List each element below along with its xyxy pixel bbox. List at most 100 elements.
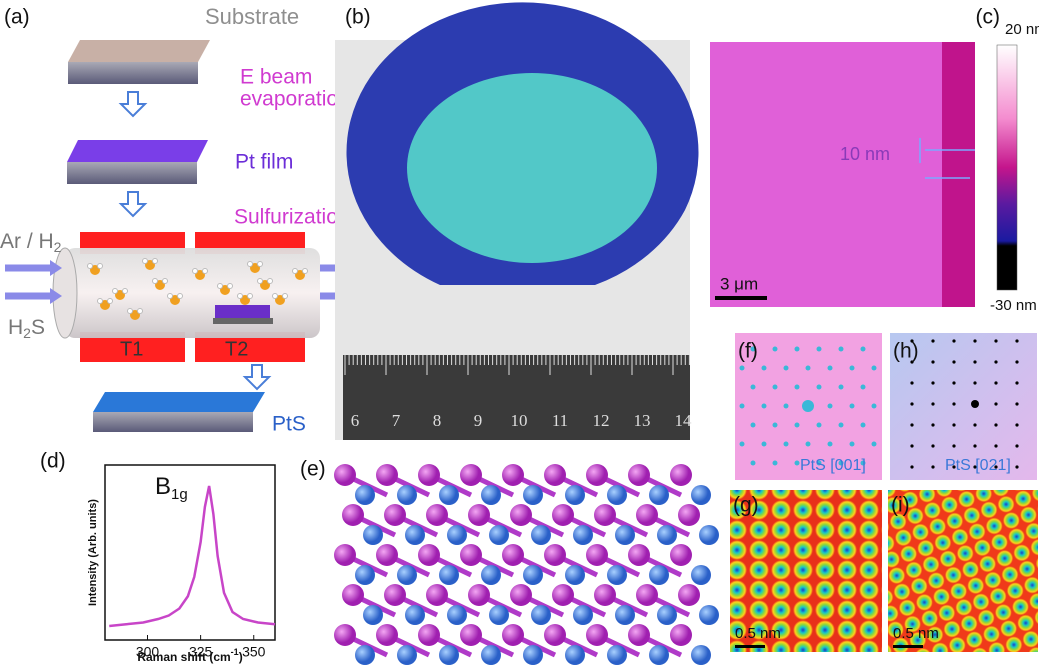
wafer-photo — [335, 2, 699, 440]
spot — [973, 339, 977, 343]
arrow — [118, 191, 148, 218]
atom — [699, 605, 719, 625]
molecule — [162, 278, 168, 284]
label-part: -1 — [231, 647, 239, 657]
atom — [502, 624, 524, 646]
atom — [397, 565, 417, 585]
diffraction-spots — [910, 339, 1019, 469]
diffraction-pattern — [890, 333, 1037, 480]
atom — [649, 485, 669, 505]
zone-label: T1 — [120, 338, 143, 360]
spot — [994, 444, 998, 448]
spot — [910, 465, 914, 469]
atom — [691, 565, 711, 585]
molecule — [137, 308, 143, 314]
zone-label: T2 — [225, 338, 248, 360]
atom — [481, 485, 501, 505]
atom — [363, 605, 383, 625]
atom — [384, 584, 406, 606]
panel-label: (i) — [891, 494, 910, 517]
molecule — [267, 278, 273, 284]
atom — [594, 584, 616, 606]
colorbar — [996, 44, 1018, 291]
atom — [636, 584, 658, 606]
product-label: PtS — [272, 413, 306, 436]
atom — [607, 485, 627, 505]
atom — [418, 464, 440, 486]
atom — [678, 584, 700, 606]
spot — [994, 465, 998, 469]
spot — [973, 381, 977, 385]
spot — [931, 381, 935, 385]
spot — [816, 384, 822, 390]
pts-slab — [93, 392, 265, 432]
molecule — [292, 268, 298, 274]
spot — [994, 423, 998, 427]
atom — [573, 525, 593, 545]
spectrum-line — [109, 485, 276, 628]
atom — [439, 485, 459, 505]
molecule — [237, 293, 243, 299]
spot — [952, 423, 956, 427]
molecule — [257, 261, 263, 267]
step-label: evaporation — [240, 88, 350, 111]
atom — [489, 525, 509, 545]
atom — [565, 645, 585, 665]
x-tick-label: 325 — [189, 644, 213, 660]
atom — [628, 464, 650, 486]
molecule — [177, 293, 183, 299]
spot — [761, 365, 767, 371]
atom — [355, 565, 375, 585]
panel-label: (h) — [893, 340, 919, 363]
step-height: 10 nm — [840, 144, 890, 164]
spot — [794, 460, 800, 466]
spot — [952, 381, 956, 385]
atom — [678, 504, 700, 526]
spot — [994, 381, 998, 385]
spot — [931, 402, 935, 406]
panel-label: (g) — [733, 494, 759, 517]
atom — [649, 645, 669, 665]
atom — [531, 605, 551, 625]
atom — [657, 525, 677, 545]
spot — [838, 460, 844, 466]
molecule — [247, 261, 253, 267]
spot — [910, 423, 914, 427]
molecule — [272, 293, 278, 299]
spot — [827, 403, 833, 409]
atom — [523, 485, 543, 505]
atom — [544, 464, 566, 486]
atom — [468, 504, 490, 526]
spot — [816, 422, 822, 428]
ruler-number: 8 — [433, 411, 442, 430]
atom — [376, 464, 398, 486]
panel-label: (c) — [976, 6, 1001, 29]
substrate-label: Substrate — [205, 4, 299, 29]
substrate-slab — [68, 40, 210, 84]
atom — [552, 584, 574, 606]
atom — [363, 525, 383, 545]
spot — [816, 460, 822, 466]
atom — [544, 544, 566, 566]
atom — [405, 605, 425, 625]
atom — [334, 624, 356, 646]
spot — [1015, 402, 1019, 406]
panel-label: (e) — [300, 458, 326, 481]
atom — [544, 624, 566, 646]
molecule — [217, 283, 223, 289]
atom — [376, 624, 398, 646]
spot — [805, 441, 811, 447]
molecule — [97, 298, 103, 304]
atom — [586, 544, 608, 566]
spot — [971, 400, 979, 408]
atom — [670, 624, 692, 646]
atom — [439, 645, 459, 665]
ruler-number: 7 — [392, 411, 401, 430]
spot — [860, 346, 866, 352]
atom — [573, 605, 593, 625]
atom — [384, 504, 406, 526]
colorbar-max: 20 nm — [1005, 21, 1039, 38]
atom — [376, 544, 398, 566]
atom — [334, 544, 356, 566]
ruler-number: 11 — [552, 411, 568, 430]
